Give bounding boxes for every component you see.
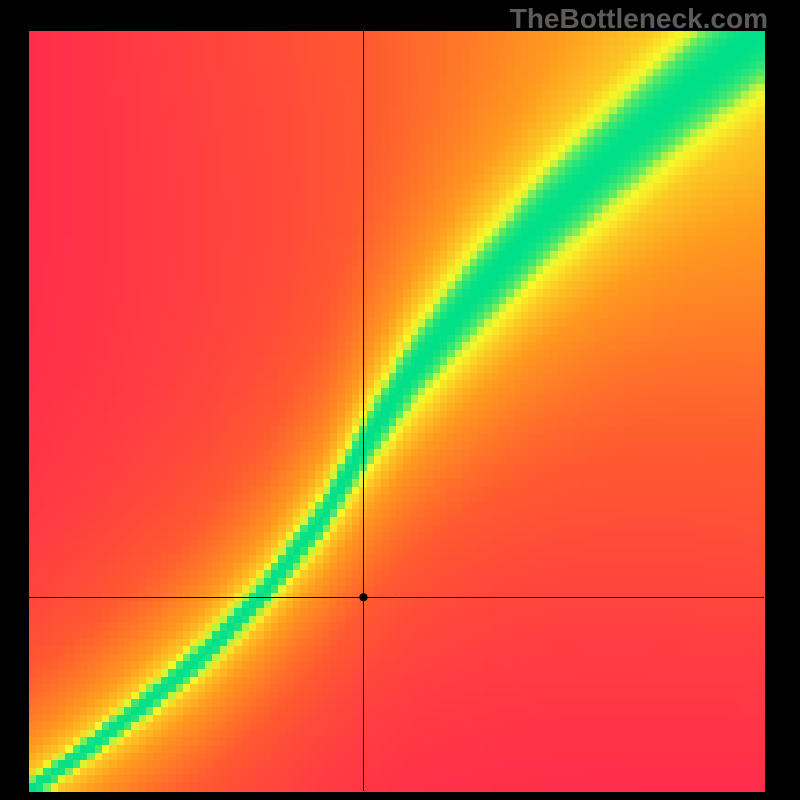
- chart-container: TheBottleneck.com: [0, 0, 800, 800]
- bottleneck-heatmap: [0, 0, 800, 800]
